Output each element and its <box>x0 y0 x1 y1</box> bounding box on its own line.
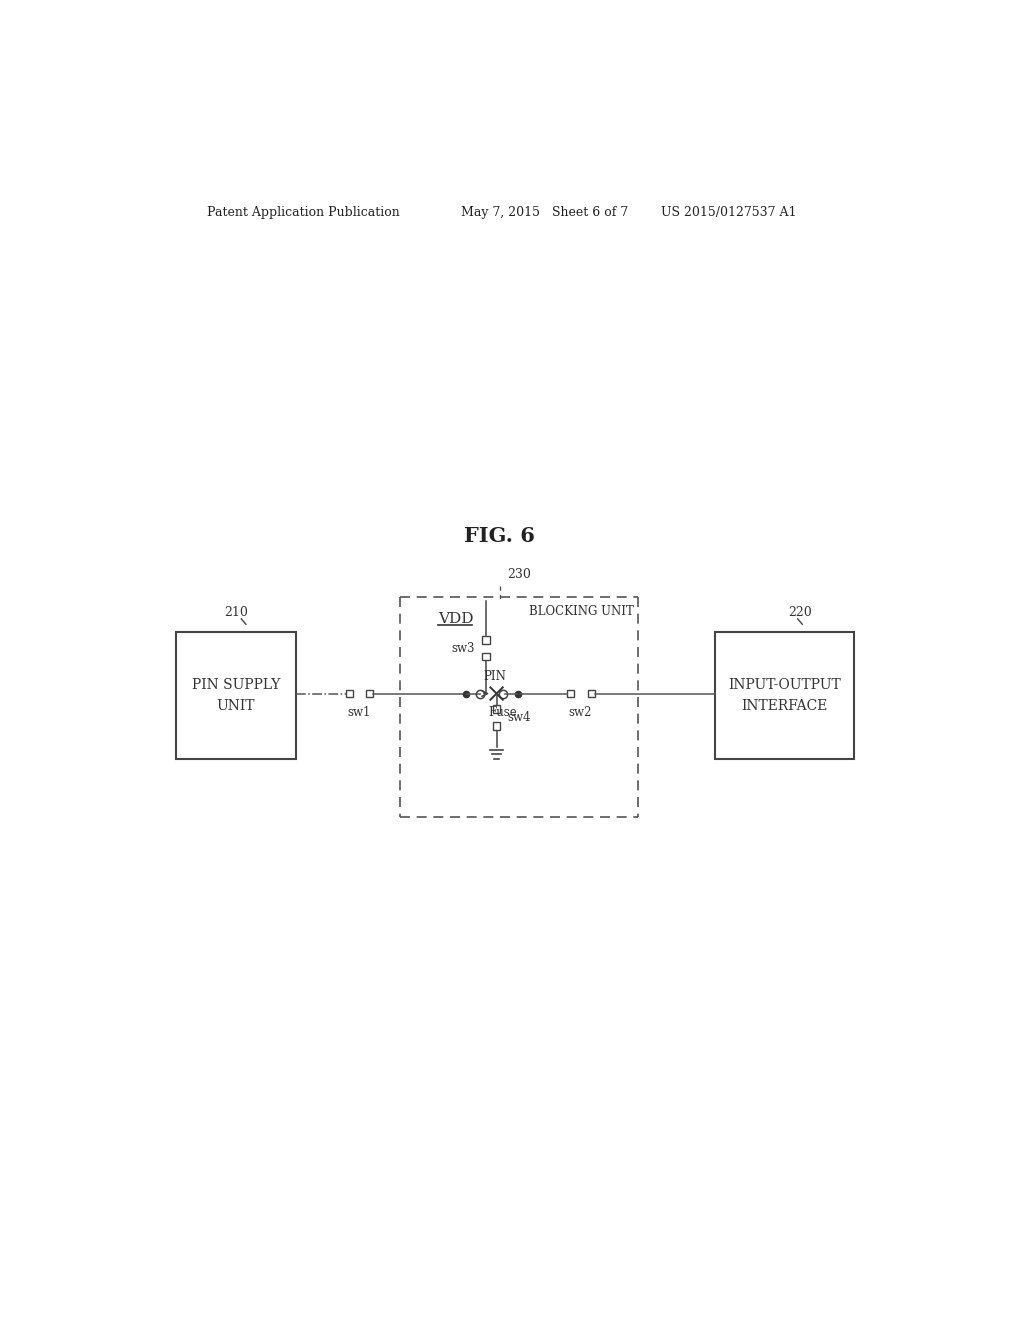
Bar <box>588 689 594 697</box>
Text: PIN: PIN <box>483 671 506 684</box>
Text: FIG. 6: FIG. 6 <box>464 525 535 545</box>
Bar <box>345 689 353 697</box>
Text: sw2: sw2 <box>569 706 592 719</box>
Text: BLOCKING UNIT: BLOCKING UNIT <box>528 605 633 618</box>
Text: US 2015/0127537 A1: US 2015/0127537 A1 <box>660 206 796 219</box>
Text: 220: 220 <box>788 606 811 619</box>
Text: sw1: sw1 <box>346 706 370 719</box>
Bar <box>567 689 574 697</box>
Text: INPUT-OUTPUT
INTERFACE: INPUT-OUTPUT INTERFACE <box>728 678 840 713</box>
Bar <box>176 632 296 759</box>
Text: sw4: sw4 <box>506 711 530 723</box>
Text: PIN SUPPLY
UNIT: PIN SUPPLY UNIT <box>192 678 280 713</box>
Bar <box>366 689 373 697</box>
Bar <box>481 653 489 660</box>
Text: sw3: sw3 <box>451 642 475 655</box>
Bar <box>481 636 489 644</box>
Text: May 7, 2015   Sheet 6 of 7: May 7, 2015 Sheet 6 of 7 <box>461 206 628 219</box>
Bar <box>492 705 500 713</box>
Bar <box>492 722 500 730</box>
Text: Patent Application Publication: Patent Application Publication <box>207 206 399 219</box>
Bar <box>714 632 853 759</box>
Text: Fuse: Fuse <box>488 706 517 719</box>
Text: VDD: VDD <box>437 612 473 626</box>
Text: 230: 230 <box>506 568 531 581</box>
Text: 210: 210 <box>224 606 248 619</box>
